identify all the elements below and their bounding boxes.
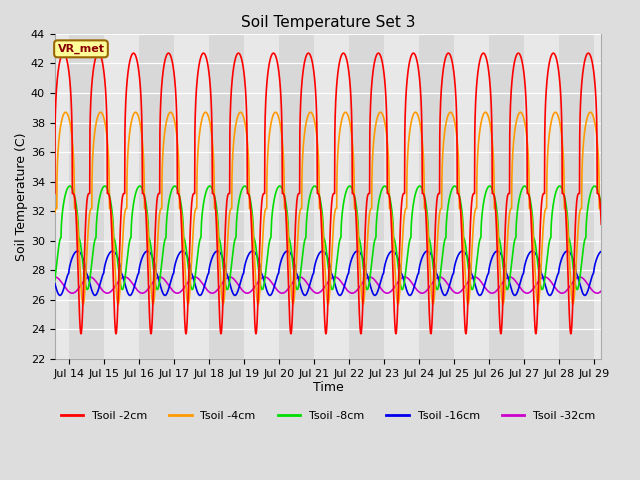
Bar (104, 34, 140, 359)
Bar (280, 34, 314, 359)
Bar (314, 34, 349, 359)
Bar (35, 34, 70, 359)
Bar (70, 34, 104, 359)
Bar (595, 34, 629, 359)
Bar (349, 34, 385, 359)
X-axis label: Time: Time (312, 382, 344, 395)
Bar (140, 34, 175, 359)
Legend: Tsoil -2cm, Tsoil -4cm, Tsoil -8cm, Tsoil -16cm, Tsoil -32cm: Tsoil -2cm, Tsoil -4cm, Tsoil -8cm, Tsoi… (56, 407, 600, 426)
Bar (244, 34, 280, 359)
Bar (419, 34, 454, 359)
Bar (559, 34, 595, 359)
Bar (209, 34, 244, 359)
Bar (385, 34, 419, 359)
Bar (524, 34, 559, 359)
Bar (454, 34, 490, 359)
Bar (490, 34, 524, 359)
Title: Soil Temperature Set 3: Soil Temperature Set 3 (241, 15, 415, 30)
Bar (175, 34, 209, 359)
Text: VR_met: VR_met (58, 44, 104, 54)
Y-axis label: Soil Temperature (C): Soil Temperature (C) (15, 132, 28, 261)
